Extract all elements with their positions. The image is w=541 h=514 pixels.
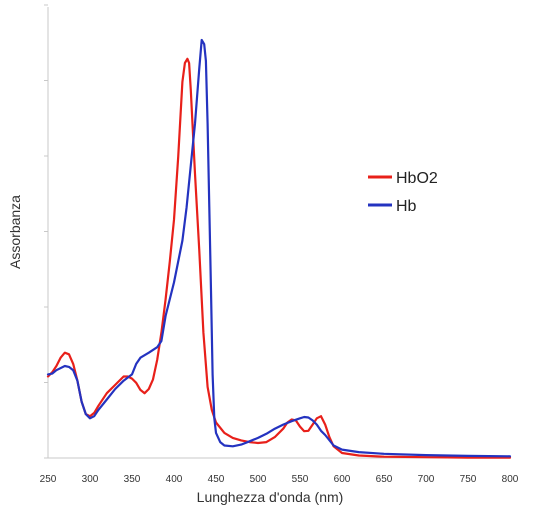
legend-item-hbo2: HbO2 xyxy=(368,170,438,187)
x-tick-label: 450 xyxy=(208,474,225,485)
x-tick-label: 300 xyxy=(82,474,99,485)
x-tick-label: 750 xyxy=(460,474,477,485)
series-line-hbo2 xyxy=(46,57,512,459)
x-tick-label: 350 xyxy=(124,474,141,485)
x-axis: 250 300 350 400 450 500 550 600 650 700 750 800 xyxy=(40,457,519,485)
legend-label-hbo2: HbO2 xyxy=(396,170,438,187)
y-axis-ticks xyxy=(44,4,48,459)
x-tick-label: 700 xyxy=(418,474,435,485)
x-tick-label: 250 xyxy=(40,474,57,485)
x-tick-label: 650 xyxy=(376,474,393,485)
series-layer xyxy=(46,38,512,459)
x-tick-label: 400 xyxy=(166,474,183,485)
x-tick-label: 800 xyxy=(502,474,519,485)
legend-label-hb: Hb xyxy=(396,198,417,215)
series-line-hb xyxy=(46,38,512,458)
legend-item-hb: Hb xyxy=(368,198,417,215)
x-tick-label: 500 xyxy=(250,474,267,485)
x-axis-title: Lunghezza d'onda (nm) xyxy=(197,489,344,505)
x-tick-label: 550 xyxy=(292,474,309,485)
x-axis-tick-labels: 250 300 350 400 450 500 550 600 650 700 750 800 xyxy=(40,474,519,485)
y-axis xyxy=(44,4,49,459)
y-axis-title: Assorbanza xyxy=(7,195,23,269)
legend: HbO2 Hb xyxy=(368,170,438,215)
x-tick-label: 600 xyxy=(334,474,351,485)
